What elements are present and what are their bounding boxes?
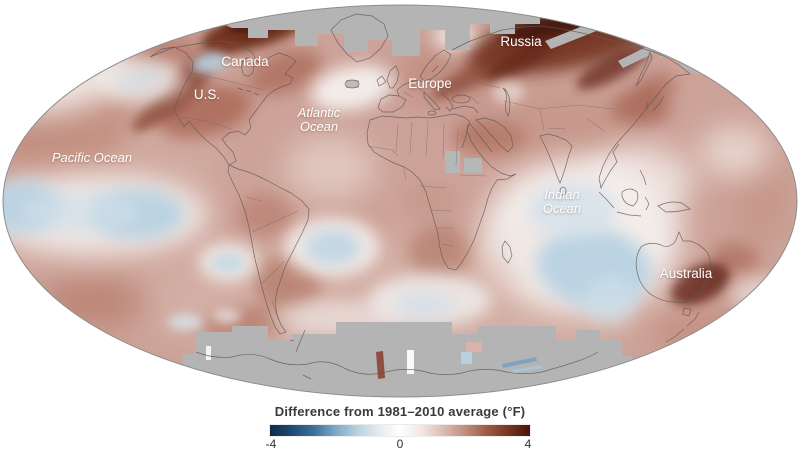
no-data-region-arctic-east <box>612 36 703 74</box>
tick-label-mid: 0 <box>396 437 404 450</box>
label-canada: Canada <box>221 54 269 69</box>
no-data-africa-block <box>445 151 460 173</box>
label-atlantic-ocean-line1: Atlantic <box>297 105 341 120</box>
no-data-africa-block <box>464 158 482 173</box>
antarctic-data-patches <box>206 342 542 379</box>
legend-title: Difference from 1981–2010 average (°F) <box>274 404 526 419</box>
label-australia: Australia <box>660 266 713 281</box>
label-indian-ocean-line2: Ocean <box>543 201 581 216</box>
country-borders <box>179 72 615 320</box>
tick-label-max: 4 <box>524 437 532 450</box>
globe-outline <box>2 4 798 398</box>
coastlines <box>149 13 711 380</box>
label-indian-ocean-line1: Indian <box>544 187 579 202</box>
no-data-region-arctic <box>225 5 540 56</box>
colorbar-gradient <box>270 425 530 436</box>
label-russia: Russia <box>500 34 542 49</box>
label-europe: Europe <box>408 76 452 91</box>
world-map: Canada U.S. Europe Russia Australia Paci… <box>2 4 798 398</box>
place-labels: Canada U.S. Europe Russia Australia Paci… <box>52 34 713 281</box>
label-us: U.S. <box>194 87 220 102</box>
label-pacific-ocean: Pacific Ocean <box>52 150 132 165</box>
no-data-iceland <box>346 80 359 88</box>
tick-label-min: -4 <box>265 437 277 450</box>
label-atlantic-ocean-line2: Ocean <box>300 119 338 134</box>
